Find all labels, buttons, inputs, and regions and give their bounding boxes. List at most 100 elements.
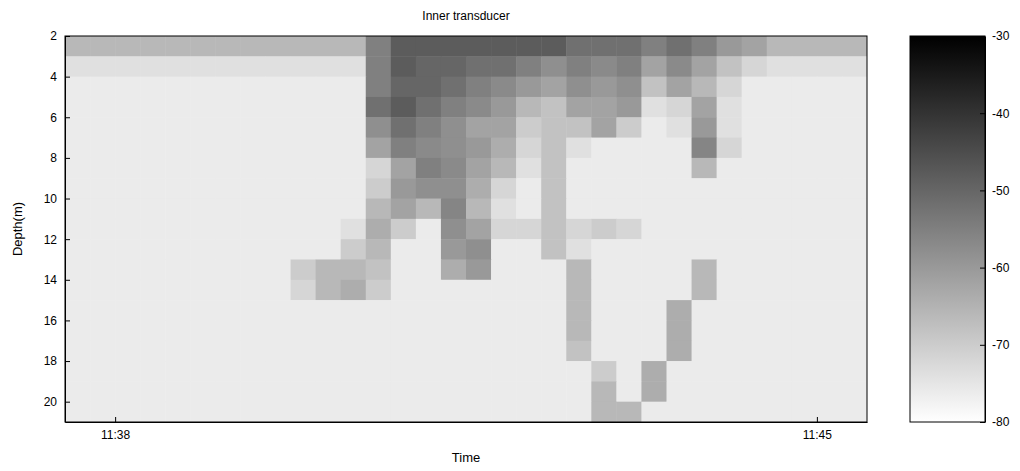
y-tick-mark [65, 158, 70, 159]
cell [165, 117, 191, 138]
cell [165, 361, 191, 382]
cell [767, 361, 793, 382]
cell [667, 97, 693, 118]
cell [616, 320, 642, 341]
cell [90, 280, 116, 301]
cell [516, 259, 542, 280]
cell [667, 77, 693, 98]
cell [616, 158, 642, 179]
cell [717, 361, 743, 382]
cell [842, 138, 867, 159]
cell [641, 300, 667, 321]
cell [516, 97, 542, 118]
cell [717, 219, 743, 240]
cell [742, 117, 768, 138]
cell [616, 56, 642, 77]
cell [140, 361, 166, 382]
cell [240, 320, 266, 341]
colorbar-tick: -40 [980, 107, 1010, 121]
cell [140, 117, 166, 138]
x-axis: 11:3811:45 [66, 417, 868, 442]
cell [90, 97, 116, 118]
cell [366, 381, 392, 402]
cell [391, 402, 417, 422]
cell [416, 138, 442, 159]
cell [692, 138, 718, 159]
cell [366, 259, 392, 280]
cell [341, 77, 367, 98]
cell [692, 36, 718, 57]
cell [441, 361, 467, 382]
cell [717, 56, 743, 77]
cell [641, 199, 667, 220]
y-tick: 18 [44, 354, 70, 368]
cell [316, 341, 342, 362]
x-tick: 11:45 [803, 417, 832, 442]
cell [90, 219, 116, 240]
cell [616, 117, 642, 138]
cell [441, 320, 467, 341]
cell [742, 300, 768, 321]
cell [717, 97, 743, 118]
cell [115, 178, 141, 199]
cell [792, 36, 818, 57]
y-tick-label: 8 [50, 151, 57, 165]
cell [742, 320, 768, 341]
cell [441, 117, 467, 138]
cell [316, 158, 342, 179]
cell [316, 97, 342, 118]
cell [316, 77, 342, 98]
cell [491, 259, 517, 280]
cell [341, 341, 367, 362]
cell [616, 259, 642, 280]
cell [215, 402, 241, 422]
cell [391, 280, 417, 301]
cell [466, 300, 492, 321]
cell [591, 320, 617, 341]
cell [90, 77, 116, 98]
cell [215, 117, 241, 138]
cell [516, 280, 542, 301]
cell [140, 36, 166, 57]
cell [767, 199, 793, 220]
cell [566, 320, 592, 341]
cell [341, 239, 367, 260]
cell [115, 219, 141, 240]
y-tick: 6 [50, 111, 70, 125]
cell [190, 178, 216, 199]
cell [215, 97, 241, 118]
cell [767, 341, 793, 362]
cell [341, 259, 367, 280]
cell [641, 341, 667, 362]
page: {"chart_data": { "type": "heatmap", "tit… [0, 0, 1020, 471]
cell [466, 97, 492, 118]
cell [516, 199, 542, 220]
cell [190, 36, 216, 57]
cell [541, 361, 567, 382]
cell [541, 259, 567, 280]
cell [566, 178, 592, 199]
cell [266, 320, 292, 341]
cell [65, 178, 91, 199]
cell [616, 178, 642, 199]
cell [215, 300, 241, 321]
cell [491, 361, 517, 382]
cell [717, 239, 743, 260]
cell [491, 300, 517, 321]
y-tick: 8 [50, 151, 70, 165]
colorbar-tick-label: -70 [992, 338, 1010, 352]
cell [316, 280, 342, 301]
cell [240, 280, 266, 301]
cell [240, 138, 266, 159]
cell [65, 158, 91, 179]
cell [616, 381, 642, 402]
cell [441, 199, 467, 220]
cell [767, 178, 793, 199]
plot-frame [65, 36, 867, 422]
cell [667, 158, 693, 179]
cell [140, 239, 166, 260]
cell [516, 402, 542, 422]
cell [667, 341, 693, 362]
cell [591, 361, 617, 382]
cell [516, 77, 542, 98]
